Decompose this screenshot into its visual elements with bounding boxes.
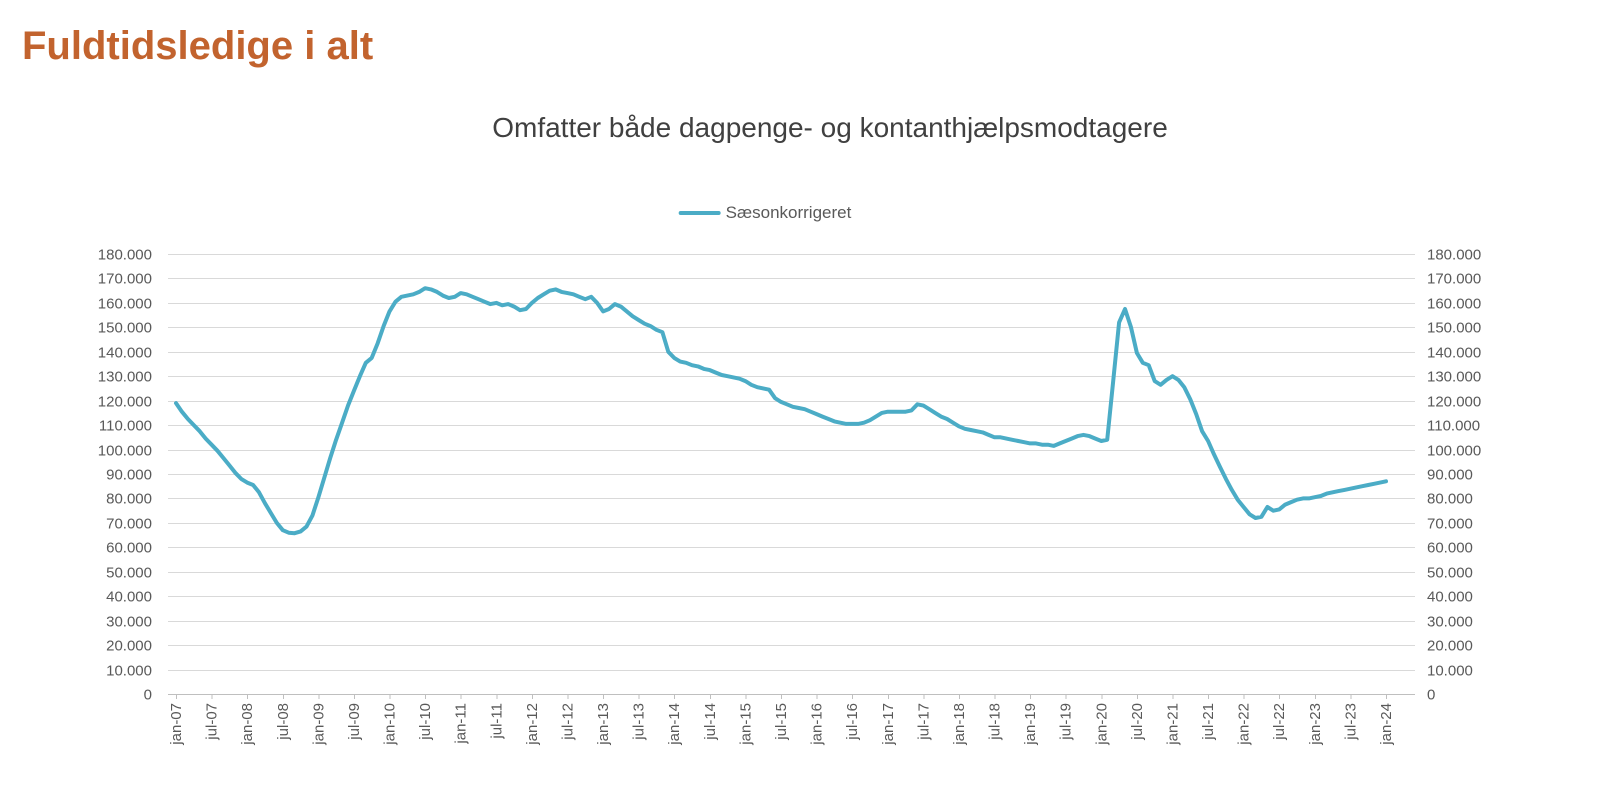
x-axis-label: jul-17 — [915, 703, 932, 741]
x-axis-label: jan-12 — [524, 703, 541, 746]
x-axis-label: jan-17 — [880, 703, 897, 746]
x-axis-label: jan-24 — [1378, 703, 1395, 746]
y-axis-label-left: 100.000 — [98, 443, 152, 460]
y-axis-label-right: 60.000 — [1427, 540, 1473, 557]
x-axis-label: jan-10 — [382, 703, 399, 746]
y-axis-label-right: 140.000 — [1427, 345, 1481, 362]
y-axis-label-left: 130.000 — [98, 369, 152, 386]
y-axis-label-right: 160.000 — [1427, 296, 1481, 313]
x-axis-label: jul-22 — [1271, 703, 1288, 741]
x-axis-label: jan-15 — [737, 703, 754, 746]
y-axis-label-left: 80.000 — [106, 491, 152, 508]
x-axis-label: jul-16 — [844, 703, 861, 741]
x-axis-label: jul-07 — [204, 703, 221, 741]
x-axis-label: jan-13 — [595, 703, 612, 746]
y-axis-label-right: 80.000 — [1427, 491, 1473, 508]
x-axis-label: jul-08 — [275, 703, 292, 741]
y-axis-label-left: 180.000 — [98, 247, 152, 264]
x-axis-label: jul-14 — [702, 703, 719, 741]
y-axis-label-right: 150.000 — [1427, 320, 1481, 337]
x-axis-label: jan-16 — [809, 703, 826, 746]
y-axis-label-right: 130.000 — [1427, 369, 1481, 386]
x-axis-label: jan-11 — [453, 703, 470, 745]
x-axis-label: jan-22 — [1236, 703, 1253, 746]
x-axis-label: jul-09 — [346, 703, 363, 741]
y-axis-label-right: 10.000 — [1427, 663, 1473, 680]
y-axis-label-right: 120.000 — [1427, 394, 1481, 411]
y-axis-label-left: 60.000 — [106, 540, 152, 557]
x-axis-label: jan-23 — [1307, 703, 1324, 746]
x-axis-label: jul-13 — [631, 703, 648, 741]
x-axis-label: jan-18 — [951, 703, 968, 746]
y-axis-label-left: 110.000 — [99, 418, 152, 435]
x-axis-label: jan-19 — [1022, 703, 1039, 746]
y-axis-label-left: 90.000 — [106, 467, 152, 484]
y-axis-label-left: 160.000 — [98, 296, 152, 313]
x-axis-label: jan-14 — [666, 703, 683, 746]
page-title: Fuldtidsledige i alt — [22, 24, 374, 68]
x-axis-label: jul-12 — [559, 703, 576, 741]
y-axis-label-right: 40.000 — [1427, 589, 1473, 606]
y-axis-label-left: 170.000 — [98, 271, 152, 288]
y-axis-label-left: 30.000 — [106, 614, 152, 631]
x-axis-label: jul-15 — [773, 703, 790, 741]
x-axis-label: jan-20 — [1093, 703, 1110, 746]
y-axis-label-right: 180.000 — [1427, 247, 1481, 264]
y-axis-label-right: 20.000 — [1427, 638, 1473, 655]
y-axis-label-right: 0 — [1427, 687, 1435, 704]
y-axis-label-left: 140.000 — [98, 345, 152, 362]
y-axis-label-right: 170.000 — [1427, 271, 1481, 288]
y-axis-label-left: 20.000 — [106, 638, 152, 655]
series-line-saesonkorrigeret — [174, 286, 1388, 536]
y-axis-label-left: 150.000 — [98, 320, 152, 337]
x-axis-label: jan-21 — [1164, 703, 1181, 746]
y-axis-label-right: 90.000 — [1427, 467, 1473, 484]
y-axis-label-right: 110.000 — [1427, 418, 1480, 435]
y-axis-label-left: 120.000 — [98, 394, 152, 411]
legend: Sæsonkorrigeret — [678, 203, 852, 223]
y-axis-label-right: 100.000 — [1427, 443, 1481, 460]
x-axis-label: jul-21 — [1200, 703, 1217, 741]
x-axis-label: jul-10 — [417, 703, 434, 741]
y-axis-label-right: 70.000 — [1427, 516, 1473, 533]
x-axis-label: jan-09 — [310, 703, 327, 746]
y-axis-label-right: 30.000 — [1427, 614, 1473, 631]
x-axis-label: jul-20 — [1129, 703, 1146, 741]
y-axis-label-left: 50.000 — [106, 565, 152, 582]
x-axis-label: jul-23 — [1342, 703, 1359, 741]
chart-title: Omfatter både dagpenge- og kontanthjælps… — [492, 112, 1168, 143]
x-axis-label: jul-19 — [1058, 703, 1075, 741]
x-axis-label: jul-18 — [987, 703, 1004, 741]
y-axis-label-left: 40.000 — [106, 589, 152, 606]
x-axis-label: jan-07 — [168, 703, 185, 746]
y-axis-label-left: 10.000 — [106, 663, 152, 680]
x-axis-label: jul-11 — [488, 703, 505, 740]
y-axis-label-left: 0 — [144, 687, 152, 704]
y-axis-label-right: 50.000 — [1427, 565, 1473, 582]
x-axis-label: jan-08 — [239, 703, 256, 746]
legend-line-swatch — [678, 211, 721, 215]
legend-label: Sæsonkorrigeret — [725, 203, 852, 222]
y-axis-label-left: 70.000 — [106, 516, 152, 533]
